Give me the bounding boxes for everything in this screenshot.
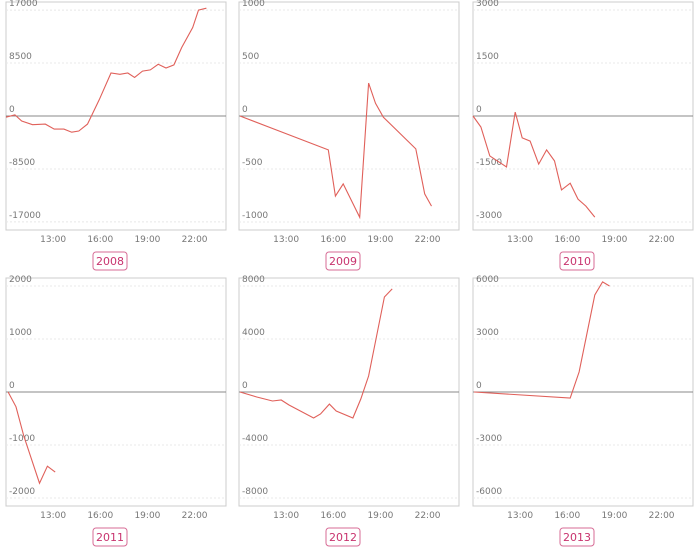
y-tick-label: 0 — [242, 381, 248, 391]
x-tick-label: 13:00 — [507, 235, 533, 245]
year-badge[interactable] — [92, 251, 128, 271]
x-tick-label: 16:00 — [87, 235, 113, 245]
y-tick-label: 1000 — [9, 328, 32, 338]
x-tick-label: 13:00 — [40, 235, 66, 245]
year-badge[interactable] — [92, 527, 128, 547]
y-tick-label: 3000 — [476, 328, 499, 338]
y-tick-label: -500 — [242, 158, 263, 168]
y-tick-label: -1500 — [476, 158, 502, 168]
year-label[interactable]: 2010 — [563, 255, 591, 268]
x-tick-label: 16:00 — [320, 511, 346, 521]
y-tick-label: 0 — [9, 105, 15, 115]
y-tick-label: 0 — [9, 381, 15, 391]
year-badge[interactable] — [559, 527, 595, 547]
year-label[interactable]: 2009 — [329, 255, 357, 268]
data-line — [473, 281, 610, 399]
x-tick-label: 19:00 — [367, 235, 393, 245]
x-tick-label: 13:00 — [273, 511, 299, 521]
x-tick-label: 22:00 — [415, 235, 441, 245]
x-tick-label: 22:00 — [649, 235, 675, 245]
x-tick-label: 19:00 — [367, 511, 393, 521]
x-tick-label: 19:00 — [134, 511, 160, 521]
y-tick-label: -1000 — [242, 211, 268, 221]
x-tick-label: 22:00 — [649, 511, 675, 521]
y-tick-label: -8000 — [242, 487, 268, 497]
year-label[interactable]: 2013 — [563, 531, 591, 544]
year-label[interactable]: 2012 — [329, 531, 357, 544]
year-badge[interactable] — [325, 527, 361, 547]
y-tick-label: -17000 — [9, 211, 41, 221]
y-tick-label: -3000 — [476, 434, 502, 444]
year-badge[interactable] — [325, 251, 361, 271]
y-tick-label: 8500 — [9, 52, 32, 62]
x-tick-label: 16:00 — [320, 235, 346, 245]
x-tick-label: 22:00 — [415, 511, 441, 521]
x-tick-label: 16:00 — [87, 511, 113, 521]
x-tick-label: 16:00 — [554, 235, 580, 245]
y-tick-label: 0 — [476, 105, 482, 115]
x-tick-label: 22:00 — [182, 511, 208, 521]
x-tick-label: 19:00 — [601, 235, 627, 245]
y-tick-label: 500 — [242, 52, 259, 62]
data-line — [239, 288, 393, 419]
y-tick-label: 2000 — [9, 275, 32, 285]
x-tick-label: 13:00 — [507, 511, 533, 521]
y-tick-label: 1500 — [476, 52, 499, 62]
data-line — [7, 391, 56, 485]
x-tick-label: 13:00 — [273, 235, 299, 245]
data-line — [472, 111, 596, 218]
y-tick-label: 0 — [242, 105, 248, 115]
y-tick-label: -4000 — [242, 434, 268, 444]
x-tick-label: 19:00 — [601, 511, 627, 521]
data-line — [5, 7, 207, 133]
y-tick-label: -6000 — [476, 487, 502, 497]
y-tick-label: -3000 — [476, 211, 502, 221]
year-badge[interactable] — [559, 251, 595, 271]
y-tick-label: -1000 — [9, 434, 35, 444]
y-tick-label: 3000 — [476, 0, 499, 9]
y-tick-label: 6000 — [476, 275, 499, 285]
y-tick-label: 1000 — [242, 0, 265, 9]
year-label[interactable]: 2008 — [96, 255, 124, 268]
y-tick-label: 0 — [476, 381, 482, 391]
y-tick-label: 17000 — [9, 0, 38, 9]
year-label[interactable]: 2011 — [96, 531, 124, 544]
x-tick-label: 13:00 — [40, 511, 66, 521]
x-tick-label: 16:00 — [554, 511, 580, 521]
x-tick-label: 22:00 — [182, 235, 208, 245]
y-tick-label: 4000 — [242, 328, 265, 338]
y-tick-label: 8000 — [242, 275, 265, 285]
y-tick-label: -2000 — [9, 487, 35, 497]
y-tick-label: -8500 — [9, 158, 35, 168]
x-tick-label: 19:00 — [134, 235, 160, 245]
data-line — [239, 82, 432, 220]
